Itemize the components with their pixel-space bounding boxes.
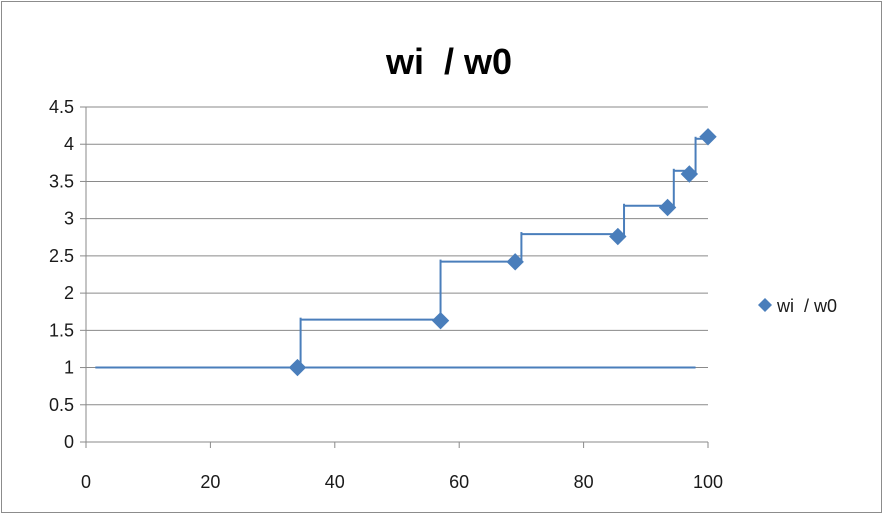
- data-point-diamond: [506, 253, 524, 271]
- chart-title: wi / w0: [385, 41, 512, 82]
- legend: wi / w0: [758, 296, 837, 316]
- y-tick-label: 1.5: [49, 320, 74, 340]
- y-tick-label: 1: [64, 358, 74, 378]
- data-point-diamond: [680, 165, 699, 183]
- data-point-diamond: [699, 128, 717, 146]
- axes: [80, 106, 709, 448]
- x-tick-label: 0: [81, 472, 91, 492]
- y-tick-label: 0.5: [49, 395, 74, 415]
- y-tick-label: 3.5: [49, 171, 74, 191]
- data-point-diamond: [431, 311, 450, 330]
- data-point-diamond: [658, 198, 677, 217]
- y-tick-label: 4: [64, 134, 74, 154]
- legend-marker: [758, 298, 772, 312]
- data-points: [288, 128, 717, 377]
- data-point-diamond: [288, 358, 307, 377]
- step-lines: [95, 136, 708, 369]
- x-tick-label: 40: [325, 472, 345, 492]
- x-tick-label: 80: [574, 472, 594, 492]
- x-tick-label: 60: [449, 472, 469, 492]
- gridlines: [86, 106, 708, 406]
- data-point-diamond: [609, 227, 627, 246]
- y-tick-label: 2: [64, 283, 74, 303]
- y-tick-label: 0: [64, 432, 74, 452]
- y-tick-label: 4.5: [49, 97, 74, 117]
- x-tick-label: 20: [200, 472, 220, 492]
- y-tick-label: 3: [64, 209, 74, 229]
- x-tick-label: 100: [693, 472, 723, 492]
- legend-label: wi / w0: [776, 296, 837, 316]
- y-tick-label: 2.5: [49, 246, 74, 266]
- tick-labels: 0 0.5 1 1.5 2 2.5 3 3.5 4 4.5 0 20 40 60 80 100: [49, 97, 723, 492]
